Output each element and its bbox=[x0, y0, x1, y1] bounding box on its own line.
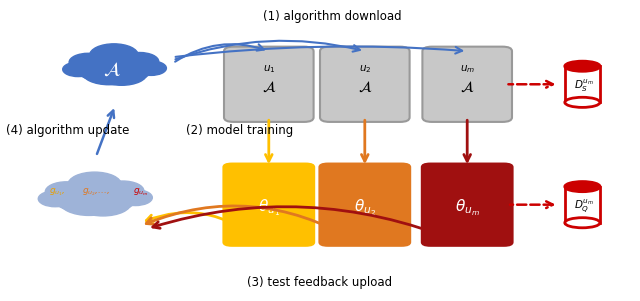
Circle shape bbox=[120, 52, 159, 70]
Circle shape bbox=[69, 53, 108, 71]
FancyBboxPatch shape bbox=[320, 47, 410, 122]
FancyBboxPatch shape bbox=[224, 47, 314, 122]
Ellipse shape bbox=[564, 182, 600, 192]
FancyBboxPatch shape bbox=[319, 163, 412, 247]
Circle shape bbox=[82, 59, 136, 85]
FancyBboxPatch shape bbox=[565, 66, 600, 102]
Text: $\mathcal{A}$: $\mathcal{A}$ bbox=[103, 60, 121, 79]
Circle shape bbox=[38, 191, 72, 207]
Text: $u_1$: $u_1$ bbox=[262, 63, 275, 75]
Text: (3) test feedback upload: (3) test feedback upload bbox=[248, 276, 392, 290]
Text: $g_{u_1}$,: $g_{u_1}$, bbox=[49, 187, 66, 198]
Circle shape bbox=[68, 172, 122, 197]
Text: $\theta_{u_1}$: $\theta_{u_1}$ bbox=[258, 197, 280, 218]
Circle shape bbox=[118, 190, 152, 206]
Circle shape bbox=[63, 62, 93, 76]
Circle shape bbox=[45, 182, 88, 202]
FancyBboxPatch shape bbox=[421, 163, 514, 247]
Circle shape bbox=[60, 188, 118, 216]
Circle shape bbox=[75, 189, 131, 216]
Text: $\mathcal{A}$: $\mathcal{A}$ bbox=[358, 80, 372, 95]
Text: $g_{u_2}$,...,: $g_{u_2}$,..., bbox=[82, 187, 110, 198]
Text: $u_m$: $u_m$ bbox=[460, 63, 475, 75]
Text: (1) algorithm download: (1) algorithm download bbox=[264, 10, 402, 23]
Text: $\mathcal{A}$: $\mathcal{A}$ bbox=[460, 80, 474, 95]
Text: $D_Q^{u_m}$: $D_Q^{u_m}$ bbox=[574, 198, 594, 215]
Text: (2) model training: (2) model training bbox=[186, 124, 293, 138]
Circle shape bbox=[84, 188, 136, 212]
Text: $D_S^{u_m}$: $D_S^{u_m}$ bbox=[574, 78, 594, 94]
Circle shape bbox=[77, 58, 125, 81]
Ellipse shape bbox=[564, 61, 600, 71]
Text: $g_{u_m}$: $g_{u_m}$ bbox=[133, 187, 148, 198]
Circle shape bbox=[136, 61, 166, 75]
Ellipse shape bbox=[564, 97, 600, 107]
Text: $\theta_{u_m}$: $\theta_{u_m}$ bbox=[455, 197, 479, 218]
Ellipse shape bbox=[564, 182, 600, 192]
Circle shape bbox=[96, 61, 147, 85]
Text: $\theta_{u_2}$: $\theta_{u_2}$ bbox=[354, 197, 376, 218]
Ellipse shape bbox=[564, 218, 600, 228]
FancyBboxPatch shape bbox=[422, 47, 512, 122]
Circle shape bbox=[90, 44, 138, 67]
Text: $u_2$: $u_2$ bbox=[358, 63, 371, 75]
FancyBboxPatch shape bbox=[565, 187, 600, 223]
FancyBboxPatch shape bbox=[223, 163, 315, 247]
Circle shape bbox=[105, 59, 151, 81]
Ellipse shape bbox=[564, 61, 600, 71]
Circle shape bbox=[54, 186, 108, 211]
Text: $\mathcal{A}$: $\mathcal{A}$ bbox=[262, 80, 276, 95]
Circle shape bbox=[102, 181, 144, 201]
Text: (4) algorithm update: (4) algorithm update bbox=[6, 124, 130, 138]
